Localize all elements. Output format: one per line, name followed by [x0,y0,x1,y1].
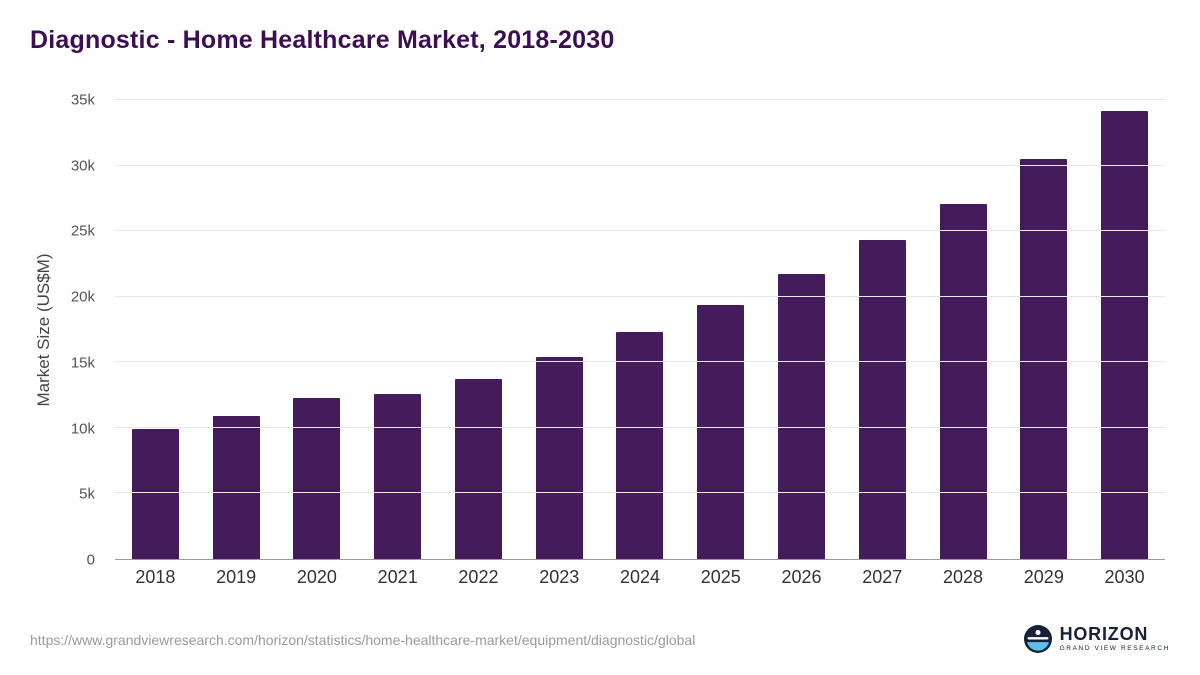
brand-subtitle: GRAND VIEW RESEARCH [1059,645,1170,653]
x-axis-label-2024: 2024 [619,567,660,587]
brand-text: HORIZON GRAND VIEW RESEARCH [1060,625,1170,653]
bars [115,100,1165,559]
bar-2018 [131,429,179,559]
y-axis-tick-label: 25k [70,222,95,240]
bar-2028 [939,203,987,559]
bar-2021 [374,393,422,559]
gridline [115,426,1165,428]
x-axis-label-2030: 2030 [1104,567,1145,587]
gridline [115,492,1165,494]
plot-area [115,99,1165,560]
y-axis-title: Market Size (US$M) [34,253,53,407]
bar-2026 [778,274,825,559]
x-axis-label-2022: 2022 [458,567,499,587]
gridline [115,295,1165,297]
y-axis-tick-label: 5k [79,485,95,503]
y-axis-tick-label: 10k [70,420,95,438]
x-axis-label-2023: 2023 [539,567,580,587]
y-axis-tick-label: 0 [86,551,95,569]
bar-2023 [535,357,583,559]
x-axis-label-2019: 2019 [216,567,257,587]
x-axis-label-2025: 2025 [700,567,741,587]
source-url: https://www.grandviewresearch.com/horizo… [30,632,696,648]
bar-2024 [616,332,664,559]
x-axis-label-2026: 2026 [781,567,822,587]
bar-2019 [212,416,260,559]
y-axis-ticks: 0 5k 10k 15k 20k 25k 30k 35k [55,92,105,569]
x-axis-label-2029: 2029 [1023,567,1064,587]
gridline [115,99,1165,100]
gridline [115,164,1165,166]
x-axis-labels: 2018 2019 2020 2021 2022 2023 2024 2025 2026 2027… [115,567,1165,588]
y-axis-tick-label: 20k [70,288,95,306]
brand-name: HORIZON [1059,624,1149,645]
x-axis-label-2027: 2027 [862,567,903,587]
bar-2027 [858,240,906,559]
bar-2020 [293,397,341,559]
bar-2030 [1101,110,1149,559]
x-axis-label-2018: 2018 [135,567,176,587]
bar-2022 [454,379,502,559]
gridline [115,230,1165,232]
x-axis-label-2020: 2020 [296,567,337,587]
y-axis-tick-label: 35k [70,91,95,109]
gridline [115,361,1165,363]
y-axis-tick-label: 15k [70,354,95,372]
bar-2029 [1020,159,1068,559]
x-axis-label-2028: 2028 [943,567,984,587]
y-axis-tick-label: 30k [70,157,95,175]
brand-lockup: HORIZON GRAND VIEW RESEARCH [1023,625,1170,653]
bar-2025 [697,304,745,559]
horizon-logo-icon [1023,625,1052,653]
chart-title: Diagnostic - Home Healthcare Market, 201… [30,26,615,54]
x-axis-label-2021: 2021 [377,567,418,587]
